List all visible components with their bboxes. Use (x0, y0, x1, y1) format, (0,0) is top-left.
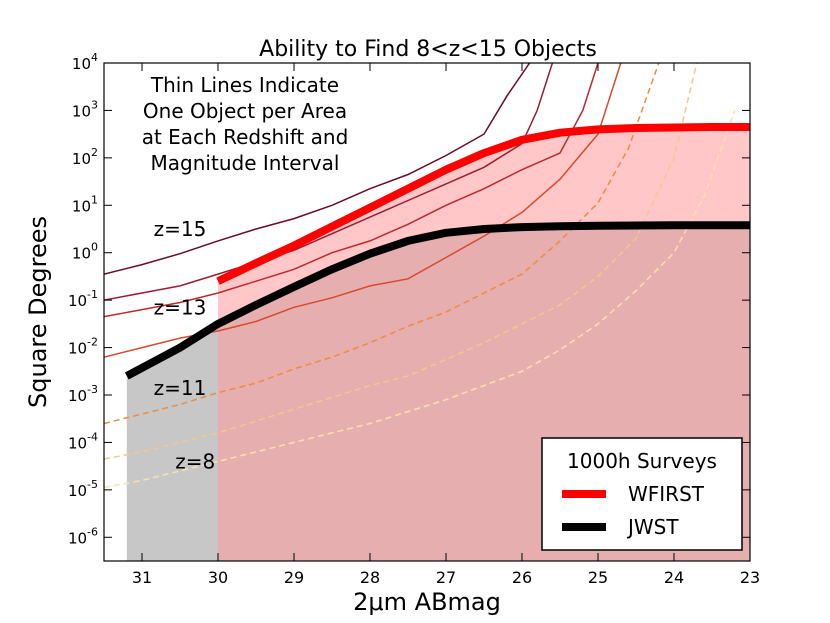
y-tick-exponent: -6 (87, 525, 98, 538)
y-tick-label-0: 100 (72, 241, 98, 263)
y-tick-exponent: -2 (87, 336, 98, 349)
x-tick-label-28: 28 (360, 568, 380, 587)
x-tick-label-27: 27 (436, 568, 456, 587)
x-tick-label-24: 24 (664, 568, 684, 587)
y-tick-base: 10 (68, 340, 87, 358)
y-tick-label--1: 10-1 (68, 288, 98, 310)
y-tick-exponent: 0 (91, 241, 98, 254)
legend: 1000h Surveys WFIRST JWST (541, 437, 743, 551)
y-tick-base: 10 (72, 197, 91, 215)
y-tick-label--4: 10-4 (68, 430, 98, 452)
chart-title: Ability to Find 8<z<15 Objects (259, 37, 597, 62)
annotation-line-4: Magnitude Interval (151, 151, 340, 175)
y-tick-label-4: 104 (72, 51, 98, 73)
annotation-line-2: One Object per Area (143, 99, 347, 123)
curve-label-z-8: z=8 (175, 450, 215, 474)
y-tick-label-2: 102 (72, 146, 98, 168)
thin-line-z8 (104, 110, 736, 489)
y-tick-exponent: 4 (91, 51, 98, 64)
x-tick-label-30: 30 (208, 568, 228, 587)
y-tick-label-1: 101 (72, 193, 98, 215)
y-tick-base: 10 (72, 150, 91, 168)
x-tick-label-26: 26 (512, 568, 532, 587)
y-tick-exponent: -4 (87, 430, 98, 443)
legend-label-jwst: JWST (626, 515, 679, 539)
y-tick-label--6: 10-6 (68, 525, 98, 547)
y-tick-exponent: -3 (87, 383, 98, 396)
y-tick-base: 10 (68, 387, 87, 405)
y-tick-base: 10 (68, 434, 87, 452)
x-axis-label: 2μm ABmag (353, 588, 501, 616)
legend-label-wfirst: WFIRST (628, 482, 705, 506)
x-tick-label-25: 25 (588, 568, 608, 587)
series-line-jwst (124, 221, 750, 380)
annotation-line-1: Thin Lines Indicate (150, 73, 339, 97)
x-tick-label-29: 29 (284, 568, 304, 587)
thin-line-z15 (104, 63, 531, 275)
annotation-text: Thin Lines Indicate One Object per Area … (142, 73, 349, 175)
y-axis-label: Square Degrees (24, 216, 52, 408)
curve-label-z-13: z=13 (154, 295, 207, 319)
survey-lines (124, 123, 750, 380)
thin-line-z11 (104, 63, 660, 425)
annotation-line-3: at Each Redshift and (142, 125, 349, 149)
y-tick-base: 10 (68, 292, 87, 310)
series-line-wfirst (216, 123, 750, 285)
y-tick-exponent: 1 (91, 193, 98, 206)
curve-label-z-15: z=15 (154, 217, 207, 241)
y-tick-exponent: -5 (87, 478, 98, 491)
y-tick-exponent: 2 (91, 146, 98, 159)
x-tick-label-31: 31 (132, 568, 152, 587)
y-tick-exponent: 3 (91, 98, 98, 111)
y-tick-label--5: 10-5 (68, 478, 98, 500)
curve-labels: z=15 z=13 z=11 z=8 (154, 217, 216, 473)
y-tick-label--3: 10-3 (68, 383, 98, 405)
plot-frame (103, 62, 751, 562)
thin-line-z14 (104, 63, 554, 301)
y-tick-base: 10 (72, 55, 91, 73)
y-tick-exponent: -1 (87, 288, 98, 301)
x-axis-ticks: 31 30 29 28 27 26 25 24 23 (132, 63, 760, 587)
y-tick-base: 10 (72, 102, 91, 120)
y-tick-base: 10 (72, 245, 91, 263)
thin-line-z13 (104, 63, 599, 318)
y-tick-label--2: 10-2 (68, 336, 98, 358)
y-tick-base: 10 (68, 529, 87, 547)
y-tick-base: 10 (68, 482, 87, 500)
x-tick-label-23: 23 (740, 568, 760, 587)
legend-title: 1000h Surveys (567, 449, 717, 473)
thin-line-z9 (104, 63, 698, 460)
y-tick-label-3: 103 (72, 98, 98, 120)
curve-label-z-11: z=11 (154, 376, 207, 400)
